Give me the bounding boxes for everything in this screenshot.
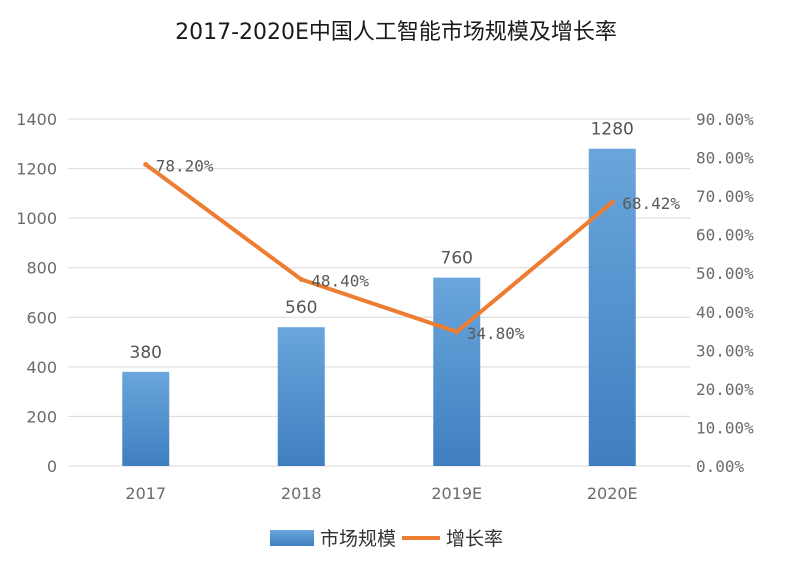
bar [122, 371, 170, 466]
x-tick-label: 2018 [281, 484, 322, 503]
bar-value-label: 1280 [591, 120, 634, 140]
y2-tick-label: 50.00% [696, 264, 754, 283]
y2-tick-label: 60.00% [696, 226, 754, 245]
line-point [609, 199, 615, 205]
line-point [143, 161, 149, 167]
y2-tick-label: 40.00% [696, 303, 754, 322]
legend-bar-swatch [270, 530, 314, 546]
line-value-label: 48.40% [311, 271, 369, 290]
y2-tick-label: 30.00% [696, 341, 754, 360]
line-series [143, 161, 615, 335]
y-tick-label: 1400 [16, 110, 57, 129]
y2-tick-label: 90.00% [696, 110, 754, 129]
y-tick-label: 800 [26, 259, 57, 278]
y2-tick-label: 70.00% [696, 187, 754, 206]
gridlines [68, 118, 690, 467]
x-tick-label: 2020E [587, 484, 638, 503]
line-value-label: 34.80% [467, 324, 525, 343]
line-value-label: 68.42% [622, 194, 680, 213]
y2-tick-label: 20.00% [696, 380, 754, 399]
x-tick-label: 2019E [431, 484, 482, 503]
y2-tick-label: 10.00% [696, 418, 754, 437]
bar-value-label: 760 [441, 249, 473, 269]
legend: 市场规模 增长率 [270, 528, 503, 550]
bar [433, 277, 481, 466]
legend-line-label: 增长率 [446, 528, 503, 550]
bar-value-label: 380 [130, 343, 162, 363]
y2-tick-label: 0.00% [696, 457, 745, 476]
bar-value-label: 560 [285, 298, 317, 318]
line-value-label: 78.20% [156, 156, 214, 175]
x-tick-label: 2017 [125, 484, 166, 503]
y-tick-label: 0 [47, 457, 57, 476]
growth-rate-line [143, 162, 615, 334]
chart-title: 2017-2020E中国人工智能市场规模及增长率 [175, 20, 617, 45]
y2-tick-label: 80.00% [696, 149, 754, 168]
data-labels: 380 560 760 1280 78.20% 48.40% 34.80% 68.42% [130, 120, 681, 363]
bar [277, 327, 325, 466]
line-point [298, 276, 304, 282]
y-tick-label: 200 [26, 407, 57, 426]
y-tick-label: 1200 [16, 160, 57, 179]
y-tick-label: 400 [26, 358, 57, 377]
line-point [454, 329, 460, 335]
y-tick-label: 600 [26, 308, 57, 327]
legend-bar-label: 市场规模 [320, 528, 396, 550]
y-tick-label: 1000 [16, 209, 57, 228]
axes: 0 200 400 600 800 1000 1200 1400 0.00% 10.00% 20.0… [16, 110, 754, 503]
